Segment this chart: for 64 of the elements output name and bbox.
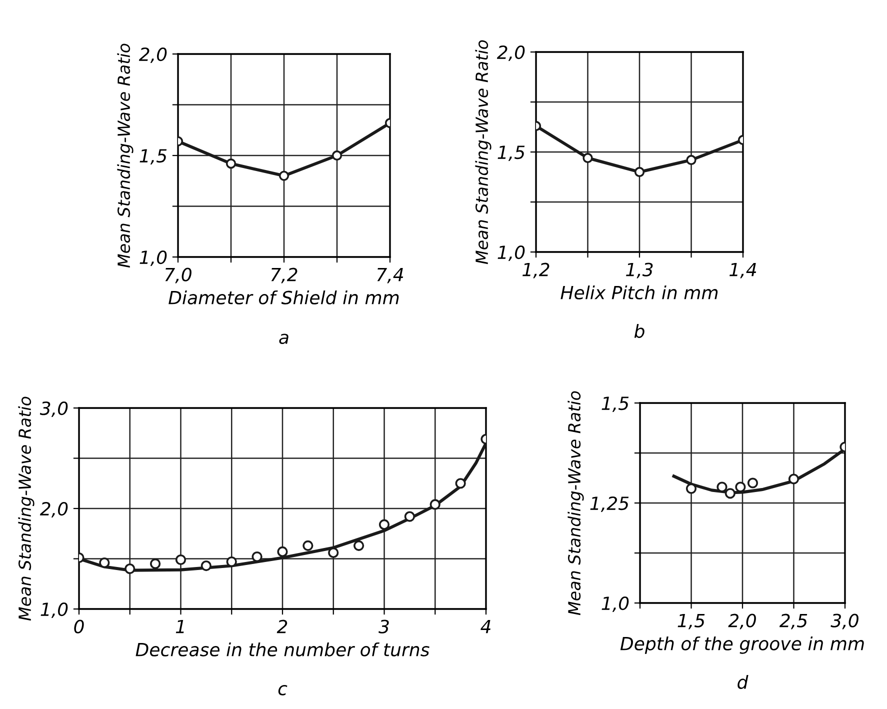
- y-tick-label: 1,0: [498, 245, 525, 261]
- point: [686, 154, 696, 166]
- point: [200, 560, 212, 572]
- y-axis-title: Mean Standing-Wave Ratio: [568, 391, 584, 616]
- x-tick-label: 1,5: [678, 614, 705, 630]
- point: [277, 546, 288, 558]
- point: [226, 158, 236, 169]
- y-tick-label: 1,5: [140, 149, 167, 164]
- point: [252, 551, 262, 562]
- y-tick-label: 1,0: [602, 596, 629, 612]
- point: [788, 474, 800, 484]
- x-tick-label: 3: [378, 620, 389, 634]
- point: [404, 511, 415, 522]
- x-tick-label: 3,0: [830, 614, 858, 630]
- point: [582, 152, 593, 164]
- y-axis-title: Mean Standing-Wave Ratio: [18, 396, 34, 621]
- y-tick-label: 1,5: [602, 396, 629, 412]
- point: [747, 478, 758, 488]
- x-tick-label: 1,2: [522, 262, 550, 278]
- text: c: [278, 684, 288, 696]
- y-tick-label: 1,5: [498, 146, 525, 161]
- y-tick-label: 1,0: [40, 602, 68, 618]
- x-tick-label: 2: [276, 620, 288, 634]
- point: [175, 554, 186, 566]
- y-tick-label: 3,0: [40, 401, 68, 417]
- point: [724, 488, 736, 499]
- x-tick-label: 7,0: [165, 268, 192, 284]
- point: [332, 150, 342, 161]
- point: [124, 564, 136, 574]
- x-tick-label: 1,4: [730, 262, 756, 278]
- point: [686, 483, 697, 494]
- text: a: [279, 334, 288, 344]
- x-axis-title: Decrease in the number of turns: [136, 642, 430, 656]
- point: [150, 558, 161, 570]
- x-tick-label: 1: [176, 620, 184, 634]
- x-tick-label: 2,0: [728, 614, 756, 630]
- text: b: [634, 324, 644, 338]
- y-axis-title: Mean Standing-Wave Ratio: [475, 40, 492, 264]
- point: [302, 540, 314, 551]
- point: [430, 499, 440, 510]
- point: [455, 478, 466, 489]
- x-axis-title: Diameter of Shield in mm: [168, 290, 399, 304]
- y-tick-label: 2,0: [496, 45, 525, 61]
- x-tick-label: 7,4: [377, 268, 404, 284]
- y-tick-label: 2,0: [138, 47, 167, 63]
- x-tick-label: 7,2: [271, 268, 298, 284]
- point: [278, 170, 290, 181]
- text: d: [738, 675, 748, 689]
- point: [354, 540, 364, 551]
- x-tick-label: 1,3: [626, 262, 653, 278]
- point: [328, 547, 339, 558]
- y-tick-label: 2,0: [40, 502, 68, 518]
- x-tick-label: 0: [74, 620, 84, 634]
- point: [735, 482, 746, 492]
- point: [99, 557, 110, 568]
- y-axis-title: Mean Standing-Wave Ratio: [117, 44, 134, 268]
- x-tick-label: 4: [480, 620, 490, 634]
- x-axis-title: Depth of the groove in mm: [620, 636, 864, 654]
- y-tick-label: 1,0: [140, 250, 167, 266]
- y-tick-label: 1,25: [590, 496, 629, 512]
- x-axis-title: Helix Pitch in mm: [560, 285, 718, 300]
- point: [634, 166, 645, 178]
- x-tick-label: 2,5: [779, 614, 808, 630]
- point: [378, 519, 390, 530]
